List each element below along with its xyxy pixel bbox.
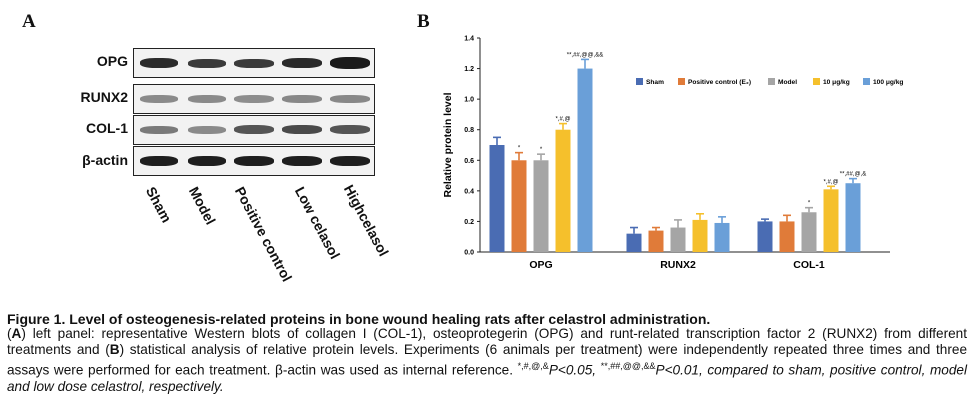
band: [140, 58, 178, 68]
legend-label: Sham: [646, 79, 664, 86]
bar: [757, 221, 773, 252]
lane-label-low-celasol: Low celasol: [291, 184, 344, 262]
blot-label-runx2: RUNX2: [80, 89, 128, 105]
bar: [779, 221, 795, 252]
legend-label: Positive control (E₂): [688, 79, 751, 86]
y-axis-label: Relative protein level: [442, 92, 454, 197]
lane-label-sham: Sham: [142, 184, 175, 226]
band: [188, 59, 226, 68]
band: [140, 95, 178, 103]
blot-label-opg: OPG: [96, 53, 128, 69]
significance-label: *,#,@: [555, 117, 570, 123]
lane-label-positive-control: Positive control: [231, 184, 296, 285]
legend-swatch: [813, 78, 820, 85]
bar-chart: 0.0 0.2 0.4 0.6 0.8 1.0 1.2 1.4 Relative protein…: [442, 36, 903, 272]
blot-strip-col1: [133, 115, 375, 145]
bar: [511, 160, 527, 252]
bar: [648, 230, 664, 252]
band: [234, 95, 274, 103]
legend-label: 100 μg/kg: [873, 79, 903, 86]
bar: [489, 145, 505, 252]
legend-swatch: [863, 78, 870, 85]
blot-strip-opg: [133, 48, 375, 78]
significance-label: *: [808, 201, 811, 207]
bar: [801, 212, 817, 252]
band: [330, 95, 370, 103]
panel-a-letter: A: [22, 11, 36, 32]
band: [188, 156, 226, 166]
y-tick-label: 0.4: [464, 188, 474, 195]
bar: [845, 183, 861, 252]
band: [234, 125, 274, 134]
legend-swatch: [636, 78, 643, 85]
band: [282, 125, 322, 134]
significance-label: *,#,@: [823, 179, 838, 185]
caption-sig1-symbols: *,#,@,&: [517, 361, 549, 372]
bar: [670, 227, 686, 252]
legend-label: 10 μg/kg: [823, 79, 850, 86]
significance-label: **,##,@,&: [840, 172, 866, 178]
caption-sig2-symbols: **,##,@@,&&: [600, 361, 656, 372]
caption-sig2-text: P<0.01, compared to sham, positive contr…: [7, 362, 967, 395]
band: [330, 57, 370, 69]
lane-label-model: Model: [185, 184, 219, 228]
blot-label-beta-actin: β-actin: [82, 152, 128, 168]
lane-label-high-celasol: Highcelasol: [340, 182, 392, 259]
bar: [823, 189, 839, 252]
blot-label-col1: COL-1: [86, 120, 128, 136]
figure-caption-body: (A) left panel: representative Western b…: [7, 326, 968, 395]
band: [140, 126, 178, 134]
significance-label: *: [540, 147, 543, 153]
bar: [577, 68, 593, 252]
band: [282, 156, 322, 166]
band: [188, 126, 226, 134]
legend-label: Model: [778, 79, 797, 86]
significance-label: *: [518, 146, 521, 152]
x-category-label: OPG: [529, 259, 552, 271]
figure-caption-title: Figure 1. Level of osteogenesis-related …: [7, 311, 711, 327]
band: [330, 125, 370, 134]
panel-b-letter: B: [417, 11, 430, 32]
x-category-label: RUNX2: [660, 259, 696, 271]
band: [330, 156, 370, 166]
significance-label: **,##,@@,&&: [567, 52, 604, 58]
x-category-label: COL-1: [793, 259, 825, 271]
band: [188, 95, 226, 103]
band: [140, 156, 178, 166]
caption-part2: ) statistical analysis of relative prote…: [7, 342, 968, 378]
y-tick-label: 0.2: [464, 219, 474, 226]
legend-swatch: [678, 78, 685, 85]
blot-strip-runx2: [133, 84, 375, 114]
band: [234, 156, 274, 166]
band: [234, 59, 274, 68]
y-tick-label: 0.0: [464, 250, 474, 257]
band: [282, 58, 322, 68]
bar: [533, 160, 549, 252]
blot-strip-beta-actin: [133, 146, 375, 176]
caption-ref-a: A: [11, 326, 22, 341]
band: [282, 95, 322, 103]
bar: [714, 222, 730, 252]
y-tick-label: 0.8: [464, 127, 474, 134]
caption-part1: ) left panel: representative Western blo…: [7, 326, 967, 358]
caption-sig1-text: P<0.05,: [548, 362, 597, 378]
caption-ref-b: B: [109, 342, 120, 358]
bar: [555, 129, 571, 252]
bar: [692, 219, 708, 252]
y-tick-label: 1.2: [464, 66, 474, 73]
y-tick-label: 0.6: [464, 158, 474, 165]
legend-swatch: [768, 78, 775, 85]
bar: [626, 233, 642, 252]
y-tick-label: 1.4: [464, 36, 474, 43]
y-tick-label: 1.0: [464, 97, 474, 104]
